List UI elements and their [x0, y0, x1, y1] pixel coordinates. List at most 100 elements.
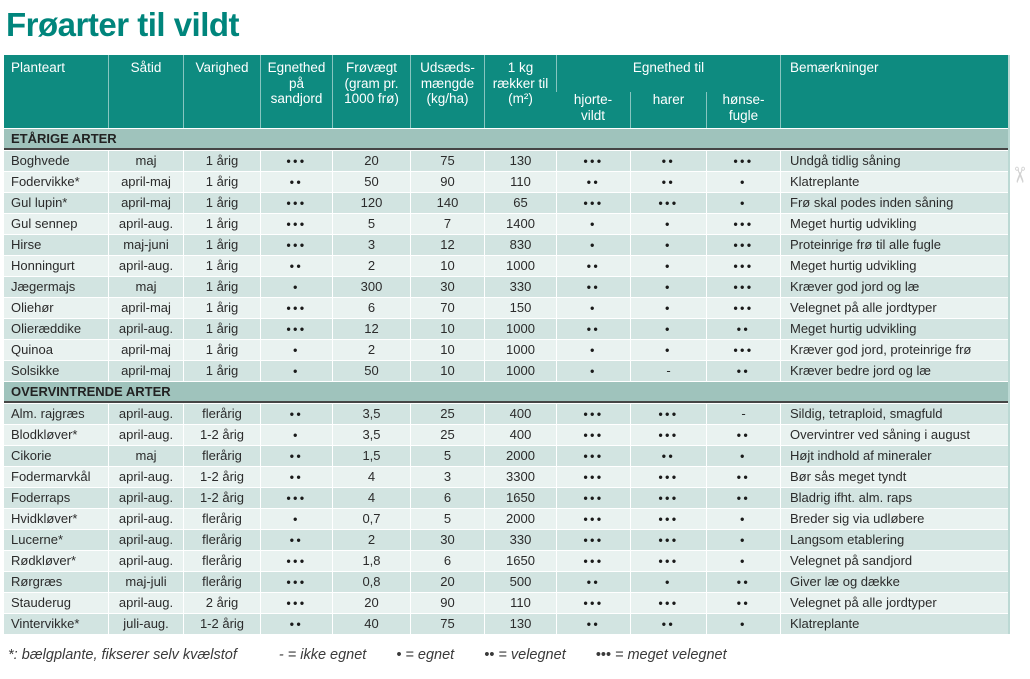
legend-item-meget-velegnet: ••• = meget velegnet [595, 647, 727, 663]
page-title: Frøarter til vildt [6, 6, 240, 43]
cell-planteart: Cikorie [4, 446, 108, 466]
cell-sandjord: ••• [260, 572, 332, 592]
cell-harer: ••• [630, 488, 706, 508]
cell-bemaerkninger: Højt indhold af mineraler [780, 446, 1008, 466]
rating-legend: *: bælgplante, fikserer selv kvælstof - … [8, 647, 757, 663]
cell-sandjord: •• [260, 530, 332, 550]
cell-harer: • [630, 572, 706, 592]
cell-bemaerkninger: Proteinrige frø til alle fugle [780, 235, 1008, 255]
section-header: OVERVINTRENDE ARTER [4, 382, 1008, 403]
cell-raekker: 1650 [484, 551, 556, 571]
cell-planteart: Rødkløver* [4, 551, 108, 571]
cell-hoensefugle: ••• [706, 256, 780, 276]
cell-hjortevildt: ••• [556, 404, 630, 424]
table-row: Gul sennep april-aug. 1 årig ••• 5 7 1400 • • •••… [4, 214, 1008, 234]
cell-varighed: 1 årig [183, 214, 260, 234]
cell-udsaed: 10 [410, 340, 484, 360]
cell-saatid: april-aug. [108, 404, 183, 424]
cell-harer: •• [630, 151, 706, 171]
table-row: Boghvede maj 1 årig ••• 20 75 130 ••• •• ••• Undgå… [4, 151, 1008, 171]
cell-hjortevildt: ••• [556, 509, 630, 529]
cell-harer: •• [630, 172, 706, 192]
cell-raekker: 130 [484, 151, 556, 171]
legend-footnote: *: bælgplante, fikserer selv kvælstof [8, 647, 237, 663]
cell-varighed: 1 årig [183, 193, 260, 213]
cell-planteart: Gul lupin* [4, 193, 108, 213]
cell-raekker: 1000 [484, 340, 556, 360]
cell-saatid: april-aug. [108, 593, 183, 613]
col-header-varighed: Varighed [183, 55, 260, 128]
cell-sandjord: • [260, 340, 332, 360]
cell-varighed: 1-2 årig [183, 467, 260, 487]
cell-sandjord: ••• [260, 551, 332, 571]
cell-udsaed: 75 [410, 151, 484, 171]
cell-hjortevildt: ••• [556, 593, 630, 613]
cell-planteart: Stauderug [4, 593, 108, 613]
cell-varighed: flerårig [183, 551, 260, 571]
cell-udsaed: 10 [410, 256, 484, 276]
cell-hjortevildt: •• [556, 614, 630, 634]
col-header-planteart: Planteart [11, 60, 66, 75]
cell-varighed: flerårig [183, 446, 260, 466]
cell-hoensefugle: ••• [706, 235, 780, 255]
cell-froevaegt: 50 [332, 361, 410, 381]
table-row: Hirse maj-juni 1 årig ••• 3 12 830 • • ••• Protein… [4, 235, 1008, 255]
cell-sandjord: •• [260, 446, 332, 466]
table-row: Honningurt april-aug. 1 årig •• 2 10 1000 •• • ••… [4, 256, 1008, 276]
col-header-harer: harer [630, 92, 706, 128]
cell-udsaed: 20 [410, 572, 484, 592]
cell-froevaegt: 2 [332, 256, 410, 276]
cell-udsaed: 30 [410, 530, 484, 550]
legend-item-ikke-egnet: - = ikke egnet [278, 647, 367, 663]
cell-hoensefugle: •• [706, 319, 780, 339]
cell-hjortevildt: ••• [556, 467, 630, 487]
cell-planteart: Hirse [4, 235, 108, 255]
col-header-hjortevildt: hjorte- vildt [573, 92, 613, 123]
cell-hoensefugle: ••• [706, 214, 780, 234]
cell-raekker: 1000 [484, 361, 556, 381]
cell-bemaerkninger: Kræver god jord og læ [780, 277, 1008, 297]
cell-raekker: 1000 [484, 319, 556, 339]
cell-varighed: 1-2 årig [183, 488, 260, 508]
table-row: Stauderug april-aug. 2 årig ••• 20 90 110 ••• ••… [4, 593, 1008, 613]
cell-hjortevildt: ••• [556, 488, 630, 508]
table-row: Quinoa april-maj 1 årig • 2 10 1000 • • ••• Kræver… [4, 340, 1008, 360]
cell-harer: • [630, 319, 706, 339]
cell-varighed: 1 årig [183, 298, 260, 318]
cell-hjortevildt: • [556, 361, 630, 381]
col-header-bemaerkninger: Bemærkninger [780, 55, 1008, 128]
cell-hjortevildt: ••• [556, 551, 630, 571]
cell-raekker: 1650 [484, 488, 556, 508]
cell-sandjord: •• [260, 404, 332, 424]
cell-froevaegt: 0,7 [332, 509, 410, 529]
cell-hoensefugle: • [706, 509, 780, 529]
cell-planteart: Oliehør [4, 298, 108, 318]
cell-saatid: april-maj [108, 361, 183, 381]
cell-froevaegt: 3,5 [332, 404, 410, 424]
cell-udsaed: 3 [410, 467, 484, 487]
cell-harer: • [630, 277, 706, 297]
cell-sandjord: ••• [260, 235, 332, 255]
cell-harer: - [630, 361, 706, 381]
cell-planteart: Lucerne* [4, 530, 108, 550]
cell-sandjord: • [260, 425, 332, 445]
cell-saatid: maj [108, 446, 183, 466]
cell-raekker: 2000 [484, 509, 556, 529]
cell-sandjord: ••• [260, 151, 332, 171]
cell-hjortevildt: ••• [556, 446, 630, 466]
cell-raekker: 1400 [484, 214, 556, 234]
table-row: Vintervikke* juli-aug. 1-2 årig •• 40 75 130 ••… [4, 614, 1008, 634]
cell-hjortevildt: • [556, 214, 630, 234]
cell-raekker: 3300 [484, 467, 556, 487]
cell-hjortevildt: •• [556, 172, 630, 192]
cell-sandjord: • [260, 277, 332, 297]
col-header-egnethed-til-group: Egnethed til [556, 55, 780, 92]
cell-bemaerkninger: Bør sås meget tyndt [780, 467, 1008, 487]
cell-udsaed: 10 [410, 319, 484, 339]
cell-saatid: april-maj [108, 340, 183, 360]
cell-raekker: 500 [484, 572, 556, 592]
cell-planteart: Foderraps [4, 488, 108, 508]
cell-bemaerkninger: Velegnet på alle jordtyper [780, 298, 1008, 318]
cell-harer: ••• [630, 193, 706, 213]
table-row: Cikorie maj flerårig •• 1,5 5 2000 ••• •• • Højt i… [4, 446, 1008, 466]
